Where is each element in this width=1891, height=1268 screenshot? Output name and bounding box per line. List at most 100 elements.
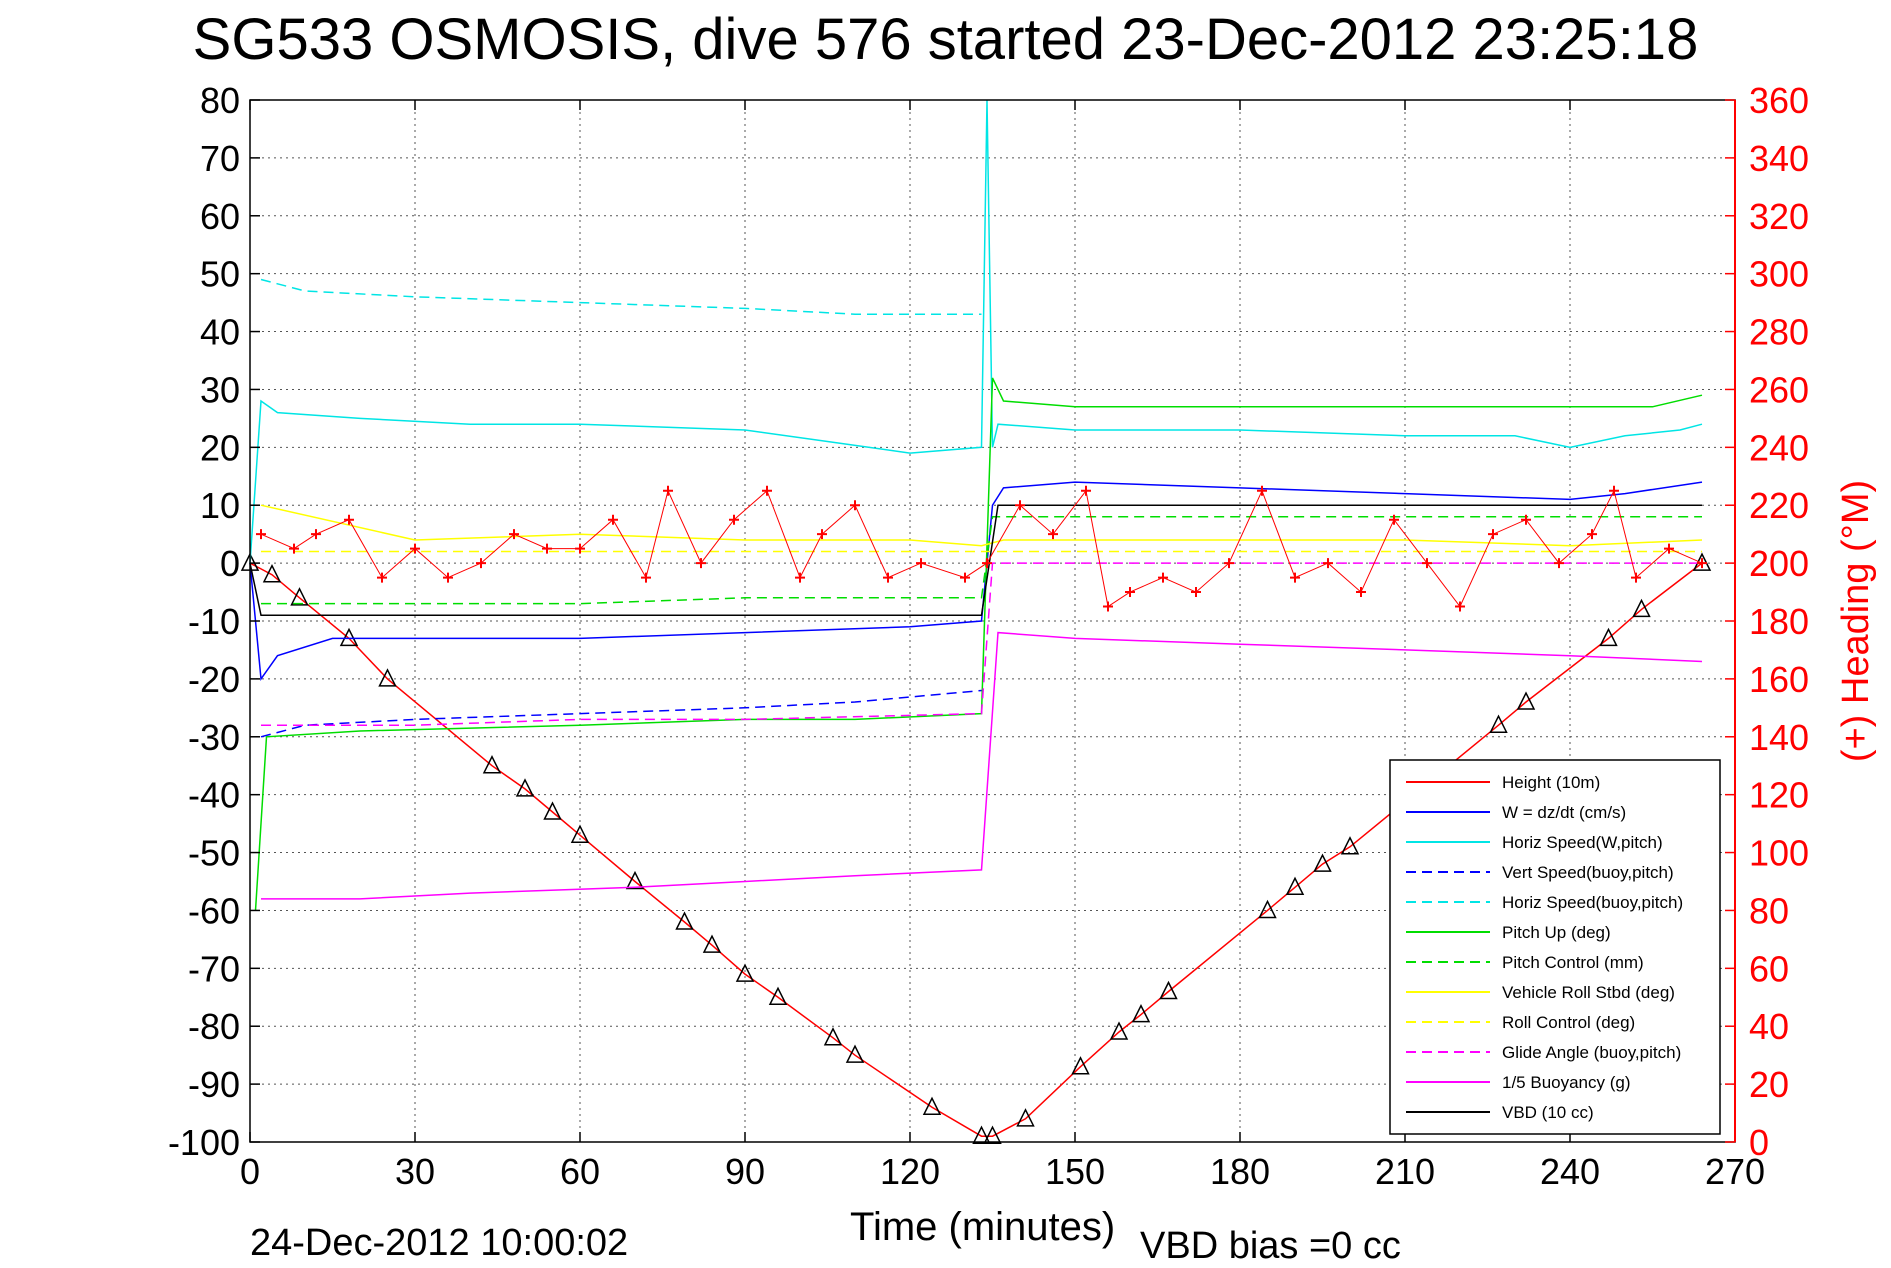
legend: Height (10m) W = dz/dt (cm/s) Horiz Speed(…	[1389, 759, 1721, 1135]
ticks: 0 30 60 90 120 150 180 210 240 270 80 70 60 50 40 30 20 1…	[168, 80, 1809, 1192]
y-tick-label: -10	[188, 601, 240, 642]
heading-marker	[344, 514, 354, 525]
heading-marker	[762, 485, 772, 496]
height-marker	[983, 1125, 1002, 1144]
height-marker	[1599, 627, 1618, 647]
y-right-tick-label: 100	[1749, 833, 1809, 874]
x-tick-label: 120	[880, 1151, 940, 1192]
y-right-tick-label: 340	[1749, 138, 1809, 179]
footer-vbd-bias: VBD bias =0 cc	[1140, 1225, 1401, 1267]
y-tick-label: 80	[200, 80, 240, 121]
series-line-0	[249, 562, 1703, 1137]
heading-marker	[883, 572, 893, 583]
height-marker	[1258, 899, 1277, 919]
height-marker	[515, 778, 535, 797]
height-marker	[922, 1096, 942, 1116]
height-marker	[1109, 1021, 1129, 1040]
legend-entry: Horiz Speed(buoy,pitch)	[1502, 893, 1683, 912]
series-line-6	[261, 516, 1702, 605]
heading-marker	[795, 572, 805, 583]
y-tick-label: 0	[220, 543, 240, 584]
series-line-7	[260, 504, 1703, 547]
height-marker	[1313, 853, 1332, 872]
y-right-tick-label: 40	[1749, 1006, 1789, 1047]
x-tick-label: 240	[1540, 1151, 1600, 1192]
heading-marker	[696, 558, 706, 569]
height-marker	[1632, 598, 1651, 618]
y-right-tick-label: 0	[1749, 1122, 1769, 1163]
y-right-tick-label: 80	[1749, 890, 1789, 931]
heading-marker	[256, 529, 266, 540]
height-marker	[972, 1125, 991, 1144]
y-tick-label: -90	[188, 1064, 240, 1105]
height-marker	[1489, 714, 1508, 733]
series-line-10	[261, 631, 1703, 900]
heading-marker	[1422, 558, 1432, 569]
y-tick-label: -20	[188, 659, 240, 700]
heading-marker	[377, 572, 387, 583]
y-right-tick-label: 200	[1749, 543, 1809, 584]
heading-marker	[1257, 485, 1267, 496]
series-line-9	[261, 562, 1702, 726]
height-marker	[845, 1044, 865, 1063]
series-line-1	[249, 481, 1703, 681]
heading-marker	[1158, 572, 1168, 583]
x-tick-label: 270	[1705, 1151, 1765, 1192]
heading-marker	[663, 485, 673, 496]
x-axis-label: Time (minutes)	[850, 1205, 1116, 1249]
x-tick-label: 30	[395, 1151, 435, 1192]
series-line-4	[260, 278, 982, 315]
y-tick-label: 10	[200, 485, 240, 526]
heading-marker	[1587, 529, 1597, 540]
heading-marker	[443, 572, 453, 583]
right-axis-label: (+) Heading (°M)	[1835, 480, 1877, 762]
x-tick-label: 180	[1210, 1151, 1270, 1192]
heading-marker	[1015, 500, 1025, 511]
heading-marker	[1521, 514, 1531, 525]
heading-marker	[1048, 529, 1058, 540]
y-right-tick-label: 140	[1749, 717, 1809, 758]
height-marker	[290, 587, 309, 606]
legend-entry: Pitch Up (deg)	[1502, 923, 1611, 942]
y-right-tick-label: 300	[1749, 254, 1809, 295]
height-marker	[570, 824, 590, 843]
legend-entry: Vehicle Roll Stbd (deg)	[1502, 983, 1675, 1002]
y-tick-label: 30	[200, 369, 240, 410]
height-marker	[543, 801, 562, 820]
legend-entry: Horiz Speed(W,pitch)	[1502, 833, 1663, 852]
y-tick-label: 70	[200, 138, 240, 179]
legend-entry: Roll Control (deg)	[1502, 1013, 1635, 1032]
x-tick-label: 150	[1045, 1151, 1105, 1192]
height-marker	[482, 755, 502, 774]
heading-marker	[641, 572, 651, 583]
legend-entry: Glide Angle (buoy,pitch)	[1502, 1043, 1681, 1062]
height-marker	[823, 1027, 843, 1046]
height-marker	[1516, 691, 1536, 710]
heading-marker	[1290, 572, 1300, 583]
y-tick-label: -70	[188, 948, 240, 989]
height-marker	[1285, 876, 1305, 896]
series-group	[240, 99, 1712, 1144]
y-right-tick-label: 20	[1749, 1064, 1789, 1105]
height-marker	[1159, 980, 1178, 1000]
series-line-11	[249, 504, 1702, 616]
heading-marker	[1224, 558, 1234, 569]
height-marker	[262, 564, 282, 583]
legend-entry: Height (10m)	[1502, 773, 1600, 792]
heading-marker	[960, 572, 970, 583]
heading-marker	[1554, 558, 1564, 569]
heading-marker	[1631, 572, 1641, 583]
heading-marker	[729, 514, 739, 525]
x-tick-label: 90	[725, 1151, 765, 1192]
heading-marker	[289, 543, 299, 554]
heading-marker	[1125, 587, 1135, 598]
height-marker	[339, 627, 359, 647]
legend-entry: Vert Speed(buoy,pitch)	[1502, 863, 1674, 882]
heading-marker	[1081, 485, 1091, 496]
y-tick-label: -60	[188, 890, 240, 931]
y-tick-label: 60	[200, 196, 240, 237]
height-marker	[1016, 1108, 1035, 1127]
y-right-tick-label: 360	[1749, 80, 1809, 121]
x-tick-label: 210	[1375, 1151, 1435, 1192]
y-right-tick-label: 220	[1749, 485, 1809, 526]
